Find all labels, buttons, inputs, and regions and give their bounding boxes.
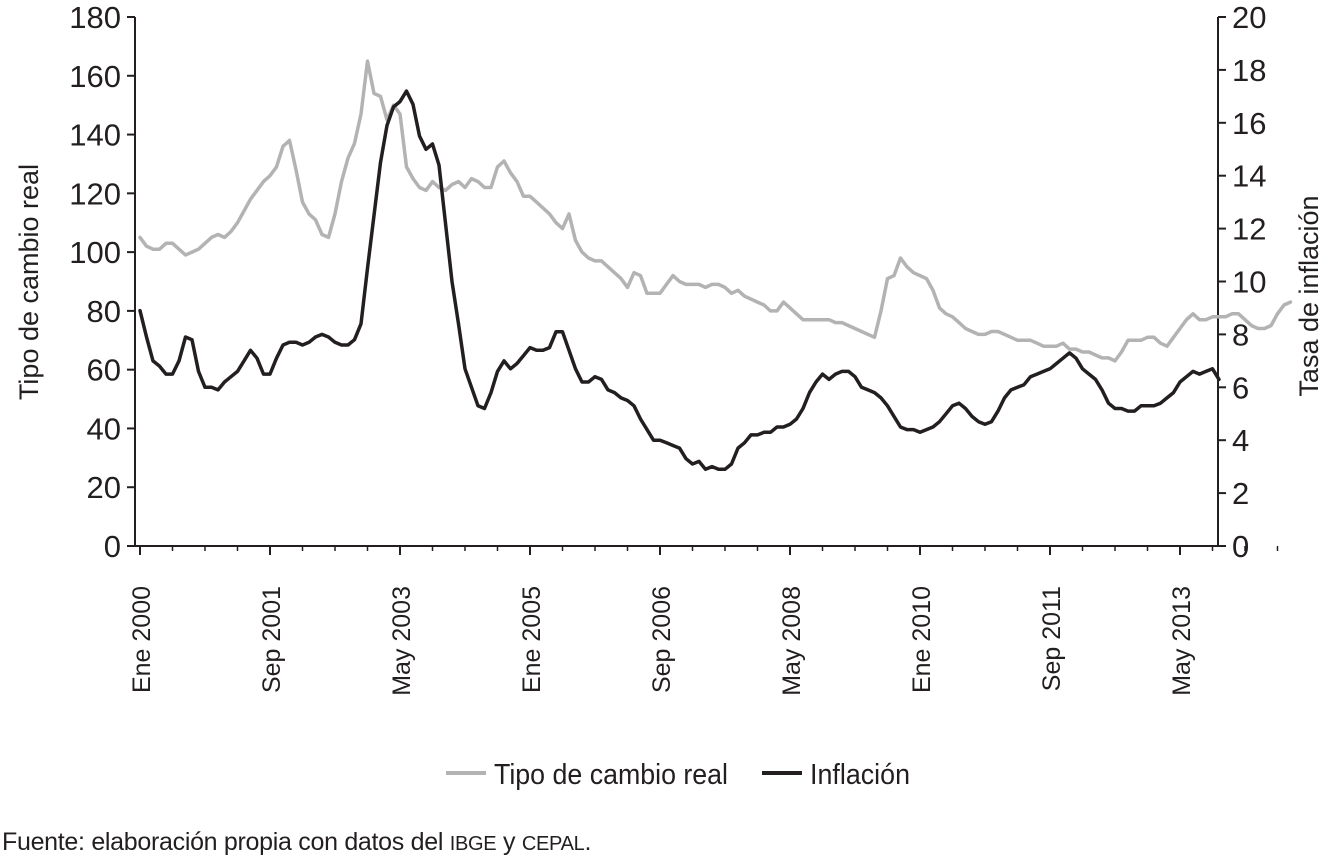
right-tick-label: 4 bbox=[1232, 423, 1249, 458]
x-tick-label: Sep 2006 bbox=[648, 586, 676, 693]
x-tick-label: Ene 2000 bbox=[128, 586, 156, 693]
x-tick-label: Ene 2010 bbox=[908, 586, 936, 693]
left-tick-label: 0 bbox=[104, 529, 121, 564]
left-tick-label: 40 bbox=[87, 411, 121, 446]
left-y-axis: 0 20 40 60 80 100 120 140 160 180 Tipo de cambio … bbox=[14, 0, 136, 564]
x-tick-label: Ene 2005 bbox=[518, 586, 546, 693]
legend-label-tipo-de-cambio-real: Tipo de cambio real bbox=[494, 759, 728, 791]
right-tick-label: 12 bbox=[1232, 212, 1266, 247]
legend: Tipo de cambio real Inflación bbox=[446, 759, 910, 791]
right-tick-label: 8 bbox=[1232, 317, 1249, 352]
right-tick-label: 0 bbox=[1232, 529, 1249, 564]
legend-label-inflacion: Inflación bbox=[810, 759, 910, 791]
right-tick-label: 14 bbox=[1232, 159, 1266, 194]
source-period: . bbox=[584, 828, 592, 856]
x-tick-label: May 2003 bbox=[388, 586, 416, 696]
left-axis-title: Tipo de cambio real bbox=[14, 164, 44, 400]
source-org-cepal: CEPAL bbox=[521, 833, 585, 855]
left-tick-label: 100 bbox=[69, 235, 121, 270]
right-axis-title: Tasa de inflación bbox=[1294, 195, 1324, 396]
x-tick-label: Sep 2011 bbox=[1038, 586, 1066, 691]
left-tick-label: 80 bbox=[87, 294, 121, 329]
left-tick-label: 160 bbox=[69, 59, 121, 94]
x-tick-label: May 2013 bbox=[1168, 586, 1196, 696]
x-tick-label: May 2008 bbox=[778, 586, 806, 696]
x-axis: Ene 2000 Sep 2001 May 2003 Ene 2005 Sep 2006… bbox=[128, 545, 1279, 696]
left-tick-label: 60 bbox=[87, 353, 121, 388]
source-note: Fuente: elaboración propia con datos del… bbox=[2, 828, 591, 857]
right-tick-label: 2 bbox=[1232, 476, 1249, 511]
left-tick-label: 20 bbox=[87, 470, 121, 505]
source-org-ibge: IBGE bbox=[449, 833, 497, 855]
right-tick-label: 6 bbox=[1232, 370, 1249, 405]
series-line-inflacion bbox=[138, 89, 1221, 472]
right-tick-label: 16 bbox=[1232, 106, 1266, 141]
right-y-axis: 0 2 4 6 8 10 12 14 16 18 20 Tasa de inflación bbox=[1217, 0, 1324, 564]
left-tick-label: 180 bbox=[69, 0, 121, 35]
x-tick-label: Sep 2001 bbox=[258, 586, 286, 693]
right-tick-label: 20 bbox=[1232, 0, 1266, 35]
left-tick-label: 120 bbox=[69, 176, 121, 211]
source-text: Fuente: elaboración propia con datos del bbox=[2, 828, 450, 856]
series-layer bbox=[138, 59, 1293, 472]
right-tick-label: 10 bbox=[1232, 265, 1266, 300]
right-tick-label: 18 bbox=[1232, 53, 1266, 88]
series-line-tipo-de-cambio-real bbox=[138, 59, 1293, 363]
left-tick-label: 140 bbox=[69, 118, 121, 153]
source-connector: y bbox=[496, 828, 522, 856]
